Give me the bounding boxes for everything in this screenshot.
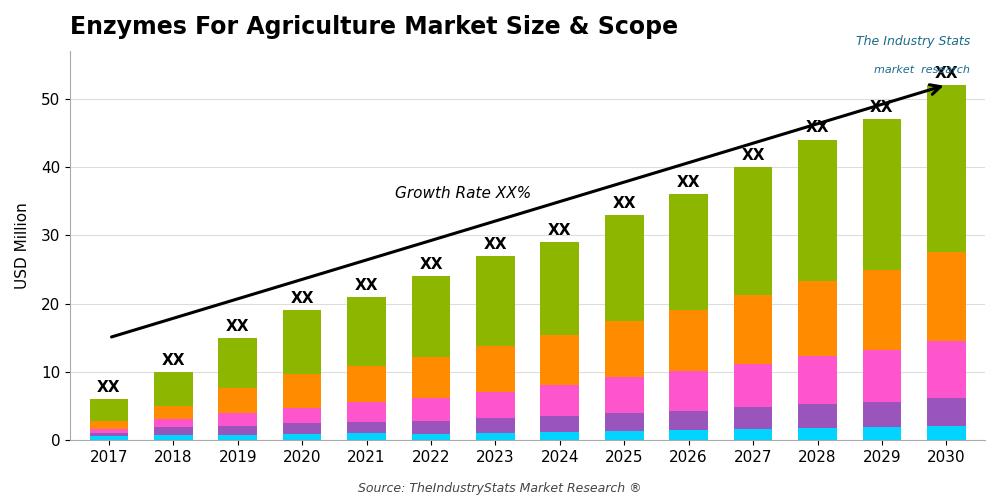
Text: XX: XX xyxy=(162,353,185,368)
Bar xyxy=(927,398,966,426)
Bar xyxy=(154,406,193,419)
Text: Source: TheIndustryStats Market Research ®: Source: TheIndustryStats Market Research… xyxy=(358,482,642,495)
Bar xyxy=(476,392,515,418)
Bar xyxy=(476,418,515,433)
Bar xyxy=(476,346,515,393)
Bar xyxy=(218,435,257,440)
Text: XX: XX xyxy=(226,318,249,334)
Text: market  research: market research xyxy=(874,65,970,75)
Text: Growth Rate XX%: Growth Rate XX% xyxy=(395,186,531,201)
Text: Enzymes For Agriculture Market Size & Scope: Enzymes For Agriculture Market Size & Sc… xyxy=(70,15,678,39)
Bar xyxy=(347,422,386,433)
Bar xyxy=(734,167,772,296)
Bar xyxy=(283,434,321,440)
Text: XX: XX xyxy=(870,100,894,115)
Bar xyxy=(669,410,708,430)
Bar xyxy=(412,434,450,440)
Bar xyxy=(863,350,901,402)
Bar xyxy=(412,420,450,434)
Bar xyxy=(863,270,901,350)
Bar xyxy=(734,364,772,408)
Text: XX: XX xyxy=(677,175,700,190)
Bar xyxy=(90,429,128,433)
Bar xyxy=(154,419,193,428)
Bar xyxy=(540,385,579,416)
Bar xyxy=(927,252,966,341)
Bar xyxy=(798,356,837,404)
Y-axis label: USD Million: USD Million xyxy=(15,202,30,289)
Bar xyxy=(927,85,966,252)
Bar xyxy=(347,402,386,421)
Bar xyxy=(540,416,579,432)
Bar xyxy=(540,335,579,385)
Bar xyxy=(218,388,257,412)
Bar xyxy=(283,408,321,424)
Bar xyxy=(283,424,321,434)
Bar xyxy=(90,436,128,440)
Bar xyxy=(734,408,772,430)
Bar xyxy=(347,366,386,402)
Bar xyxy=(798,140,837,281)
Text: XX: XX xyxy=(612,196,636,210)
Bar xyxy=(540,242,579,335)
Bar xyxy=(605,432,644,440)
Bar xyxy=(283,374,321,408)
Bar xyxy=(734,430,772,440)
Bar xyxy=(412,276,450,356)
Bar xyxy=(154,436,193,440)
Bar xyxy=(347,296,386,366)
Bar xyxy=(347,433,386,440)
Text: XX: XX xyxy=(97,380,121,395)
Bar xyxy=(734,296,772,364)
Bar xyxy=(669,194,708,310)
Text: XX: XX xyxy=(419,257,443,272)
Bar xyxy=(412,356,450,398)
Bar xyxy=(927,341,966,398)
Bar xyxy=(927,426,966,440)
Bar xyxy=(863,119,901,270)
Bar xyxy=(669,310,708,372)
Text: XX: XX xyxy=(935,66,958,80)
Bar xyxy=(863,402,901,427)
Text: XX: XX xyxy=(806,120,829,136)
Bar xyxy=(90,433,128,436)
Bar xyxy=(798,428,837,440)
Bar xyxy=(669,372,708,410)
Bar xyxy=(798,281,837,356)
Bar xyxy=(605,413,644,432)
Bar xyxy=(218,426,257,435)
Bar xyxy=(540,432,579,440)
Bar xyxy=(154,372,193,406)
Bar xyxy=(90,400,128,420)
Text: The Industry Stats: The Industry Stats xyxy=(856,35,970,48)
Text: XX: XX xyxy=(484,236,507,252)
Bar xyxy=(798,404,837,428)
Bar xyxy=(283,310,321,374)
Bar xyxy=(476,256,515,346)
Bar xyxy=(863,428,901,440)
Bar xyxy=(218,412,257,426)
Text: XX: XX xyxy=(355,278,378,292)
Bar xyxy=(476,433,515,440)
Bar xyxy=(412,398,450,420)
Text: XX: XX xyxy=(290,292,314,306)
Bar xyxy=(669,430,708,440)
Text: XX: XX xyxy=(741,148,765,163)
Bar xyxy=(605,214,644,320)
Bar xyxy=(605,377,644,413)
Bar xyxy=(218,338,257,388)
Bar xyxy=(90,420,128,429)
Bar xyxy=(154,428,193,436)
Bar xyxy=(605,320,644,377)
Text: XX: XX xyxy=(548,223,572,238)
